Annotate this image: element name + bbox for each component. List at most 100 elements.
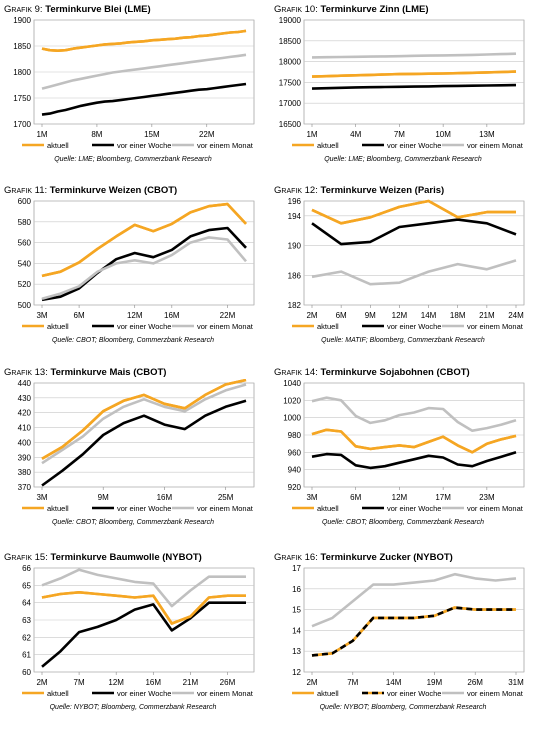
series-line — [311, 83, 517, 90]
y-tick-label: 17 — [292, 564, 301, 573]
chart-title-text: Terminkurve Mais (CBOT) — [50, 367, 167, 378]
chart-title-text: Terminkurve Zucker (NYBOT) — [320, 552, 453, 563]
legend-label: aktuell — [317, 504, 339, 513]
chart-svg: 60 61 62 63 64 65 66 2M 7M 12M 16M 21M 26M aktuell vor… — [22, 564, 255, 698]
legend-label: aktuell — [47, 322, 69, 331]
chart-source: Quelle: LME; Bloomberg, Commerzbank Rese… — [54, 156, 212, 163]
x-tick-label: 9M — [98, 493, 109, 502]
chart-svg: 12 13 14 15 16 17 2M 7M 14M 19M 26M 31M aktuell vor e… — [292, 564, 525, 698]
y-tick-label: 14 — [292, 626, 301, 635]
x-tick-label: 4M — [350, 130, 361, 139]
series-line — [311, 259, 517, 286]
legend-label: vor einer Woche — [117, 322, 171, 331]
x-tick-label: 9M — [365, 311, 376, 320]
y-tick-label: 1040 — [283, 379, 301, 388]
series-line-top — [41, 29, 247, 52]
y-tick-label: 500 — [18, 301, 32, 310]
x-tick-label: 25M — [218, 493, 234, 502]
chart-source: Quelle: CBOT; Bloomberg, Commerzbank Res… — [51, 519, 215, 526]
series-line-top — [41, 379, 247, 460]
chart-title: Grafik 12: Terminkurve Weizen (Paris) — [274, 185, 444, 196]
y-tick-label: 16500 — [279, 120, 302, 129]
y-tick-label: 380 — [18, 468, 32, 477]
y-tick-label: 1800 — [13, 68, 31, 77]
y-tick-label: 18000 — [279, 58, 302, 67]
series-line — [41, 226, 247, 302]
legend-label: vor einem Monat — [467, 141, 524, 150]
chart-prefix: Grafik 14: — [274, 367, 321, 378]
chart-source: Quelle: CBOT; Bloomberg, Commerzbank Res… — [321, 519, 485, 526]
chart-source: Quelle: LME; Bloomberg, Commerzbank Rese… — [324, 156, 482, 163]
y-tick-label: 920 — [288, 483, 302, 492]
y-tick-label: 960 — [288, 448, 302, 457]
y-tick-label: 560 — [18, 239, 32, 248]
x-tick-label: 8M — [91, 130, 102, 139]
y-tick-label: 580 — [18, 218, 32, 227]
chart-title-text: Terminkurve Weizen (CBOT) — [49, 185, 178, 196]
x-tick-label: 12M — [108, 678, 124, 687]
x-tick-label: 6M — [350, 493, 361, 502]
legend-label: vor einer Woche — [387, 322, 441, 331]
series-line-top — [311, 70, 517, 78]
x-tick-label: 7M — [74, 678, 85, 687]
y-tick-label: 1700 — [13, 120, 31, 129]
legend-label: aktuell — [47, 141, 69, 150]
chart-svg: 16500 17000 17500 18000 18500 19000 1M 4M 7M 10M 1… — [279, 16, 525, 150]
series-line — [311, 52, 517, 59]
legend-label: vor einer Woche — [387, 141, 441, 150]
y-tick-label: 18500 — [279, 37, 302, 46]
y-tick-label: 1900 — [13, 16, 31, 25]
x-tick-label: 19M — [427, 678, 443, 687]
x-tick-label: 12M — [392, 311, 408, 320]
y-tick-label: 17500 — [279, 78, 302, 87]
x-tick-label: 7M — [394, 130, 405, 139]
x-tick-label: 16M — [164, 311, 180, 320]
y-tick-label: 440 — [18, 379, 32, 388]
legend-label: vor einem Monat — [197, 322, 254, 331]
legend-label: vor einem Monat — [467, 504, 524, 513]
x-tick-label: 1M — [36, 130, 47, 139]
x-tick-label: 24M — [508, 311, 524, 320]
y-tick-label: 600 — [18, 197, 32, 206]
legend-label: vor einer Woche — [117, 689, 171, 698]
y-tick-label: 19000 — [279, 16, 302, 25]
x-tick-label: 3M — [36, 493, 47, 502]
y-tick-label: 370 — [18, 483, 32, 492]
y-tick-label: 65 — [22, 581, 31, 590]
legend-label: vor einem Monat — [197, 504, 254, 513]
y-tick-label: 62 — [22, 633, 31, 642]
y-tick-label: 186 — [288, 271, 302, 280]
chart-title: Grafik 9: Terminkurve Blei (LME) — [4, 4, 151, 15]
y-tick-label: 15 — [292, 606, 301, 615]
series-line — [41, 601, 246, 668]
x-tick-label: 17M — [435, 493, 451, 502]
legend-label: aktuell — [317, 322, 339, 331]
y-tick-label: 1750 — [13, 94, 31, 103]
y-tick-label: 196 — [288, 197, 302, 206]
x-tick-label: 3M — [306, 493, 317, 502]
plot-frame — [303, 200, 525, 306]
chart-title: Grafik 14: Terminkurve Sojabohnen (CBOT) — [274, 367, 470, 378]
chart-title-text: Terminkurve Zinn (LME) — [320, 4, 429, 15]
y-tick-label: 390 — [18, 453, 32, 462]
chart-prefix: Grafik 9: — [4, 4, 46, 15]
series-line — [311, 606, 516, 657]
y-tick-label: 980 — [288, 431, 302, 440]
x-tick-label: 2M — [306, 311, 317, 320]
y-tick-label: 520 — [18, 280, 32, 289]
x-tick-label: 16M — [145, 678, 161, 687]
legend-label: vor einem Monat — [467, 322, 524, 331]
chart-panel-p15: Grafik 15: Terminkurve Baumwolle (NYBOT)… — [4, 552, 262, 730]
chart-panel-p9: Grafik 9: Terminkurve Blei (LME) 1700 1750… — [4, 4, 262, 182]
chart-panel-p11: Grafik 11: Terminkurve Weizen (CBOT) 500 5… — [4, 185, 262, 363]
y-tick-label: 60 — [22, 668, 31, 677]
chart-title-text: Terminkurve Blei (LME) — [45, 4, 151, 15]
x-tick-label: 21M — [479, 311, 495, 320]
series-line — [41, 236, 247, 301]
legend-label: vor einem Monat — [197, 689, 254, 698]
series-line — [41, 53, 247, 90]
y-tick-label: 16 — [292, 585, 301, 594]
y-tick-label: 430 — [18, 394, 32, 403]
x-tick-label: 23M — [479, 493, 495, 502]
x-tick-label: 14M — [386, 678, 402, 687]
